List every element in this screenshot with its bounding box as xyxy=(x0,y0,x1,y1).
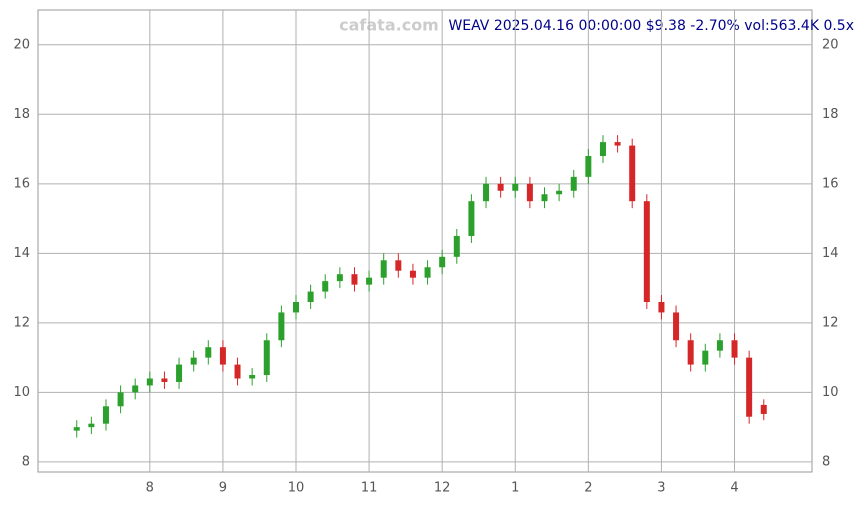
y-tick-label-right: 8 xyxy=(822,454,830,469)
candle-body xyxy=(526,183,533,202)
x-tick-label: 12 xyxy=(434,481,451,496)
y-tick-label-right: 12 xyxy=(822,315,839,330)
candle-body xyxy=(483,183,490,202)
candle-body xyxy=(395,260,402,271)
candle-body xyxy=(336,274,343,282)
candle-body xyxy=(439,256,446,268)
candle-body xyxy=(760,404,767,414)
y-tick-label: 12 xyxy=(13,315,30,330)
candle-body xyxy=(468,201,475,236)
candle-body xyxy=(599,142,606,157)
candle-body xyxy=(380,260,387,278)
y-tick-label: 14 xyxy=(13,246,30,261)
y-tick-label: 18 xyxy=(13,107,30,122)
x-tick-label: 4 xyxy=(730,481,738,496)
candle-body xyxy=(702,350,709,365)
candle-body xyxy=(234,364,241,379)
candle-body xyxy=(88,423,95,428)
candle-body xyxy=(614,142,621,146)
candle-body xyxy=(746,357,753,417)
candle-body xyxy=(687,340,694,365)
candle-body xyxy=(424,267,431,278)
candle-body xyxy=(351,274,358,285)
candle-body xyxy=(629,145,636,202)
candle-body xyxy=(497,183,504,191)
candle-body xyxy=(658,302,665,313)
y-tick-label-right: 20 xyxy=(822,37,839,52)
candle-body xyxy=(219,347,226,365)
candle-body xyxy=(512,183,519,191)
candle-body xyxy=(146,378,153,386)
candle-body xyxy=(556,190,563,195)
x-tick-label: 10 xyxy=(288,481,305,496)
x-tick-label: 9 xyxy=(219,481,227,496)
y-tick-label-right: 14 xyxy=(822,246,839,261)
candle-body xyxy=(585,156,592,177)
candle-body xyxy=(643,201,650,303)
plot-frame xyxy=(37,9,813,473)
y-tick-label: 16 xyxy=(13,176,30,191)
x-tick-label: 8 xyxy=(146,481,154,496)
candle-body xyxy=(161,378,168,382)
chart-title: WEAV 2025.04.16 00:00:00 $9.38 -2.70% vo… xyxy=(448,18,854,34)
x-tick-label: 2 xyxy=(584,481,592,496)
x-tick-label: 11 xyxy=(361,481,378,496)
y-tick-label-right: 10 xyxy=(822,385,839,400)
x-tick-label: 3 xyxy=(657,481,665,496)
candle-body xyxy=(541,194,548,202)
candle-body xyxy=(117,392,124,407)
candle-body xyxy=(409,270,416,278)
candle-body xyxy=(570,176,577,191)
candle-body xyxy=(176,364,183,382)
candle-body xyxy=(249,375,256,379)
candle-body xyxy=(73,427,80,431)
candle-body xyxy=(322,281,329,292)
candle-body xyxy=(453,235,460,257)
candle-body xyxy=(132,385,139,393)
candle-body xyxy=(102,406,109,424)
candle-body xyxy=(293,302,299,313)
candle-body xyxy=(716,340,723,351)
candle-body xyxy=(278,312,285,341)
candle-body xyxy=(673,312,680,341)
watermark: cafata.com xyxy=(339,16,439,35)
x-tick-label: 1 xyxy=(511,481,519,496)
y-tick-label-right: 16 xyxy=(822,176,839,191)
y-tick-label: 20 xyxy=(13,37,30,52)
candle-body xyxy=(307,291,314,303)
candle-body xyxy=(731,340,738,358)
y-tick-label: 10 xyxy=(13,385,30,400)
candle-body xyxy=(366,277,373,285)
candle-body xyxy=(263,340,270,376)
candle-body xyxy=(190,357,197,365)
y-tick-label: 8 xyxy=(22,454,30,469)
y-tick-label-right: 18 xyxy=(822,107,839,122)
candle-body xyxy=(205,347,212,358)
